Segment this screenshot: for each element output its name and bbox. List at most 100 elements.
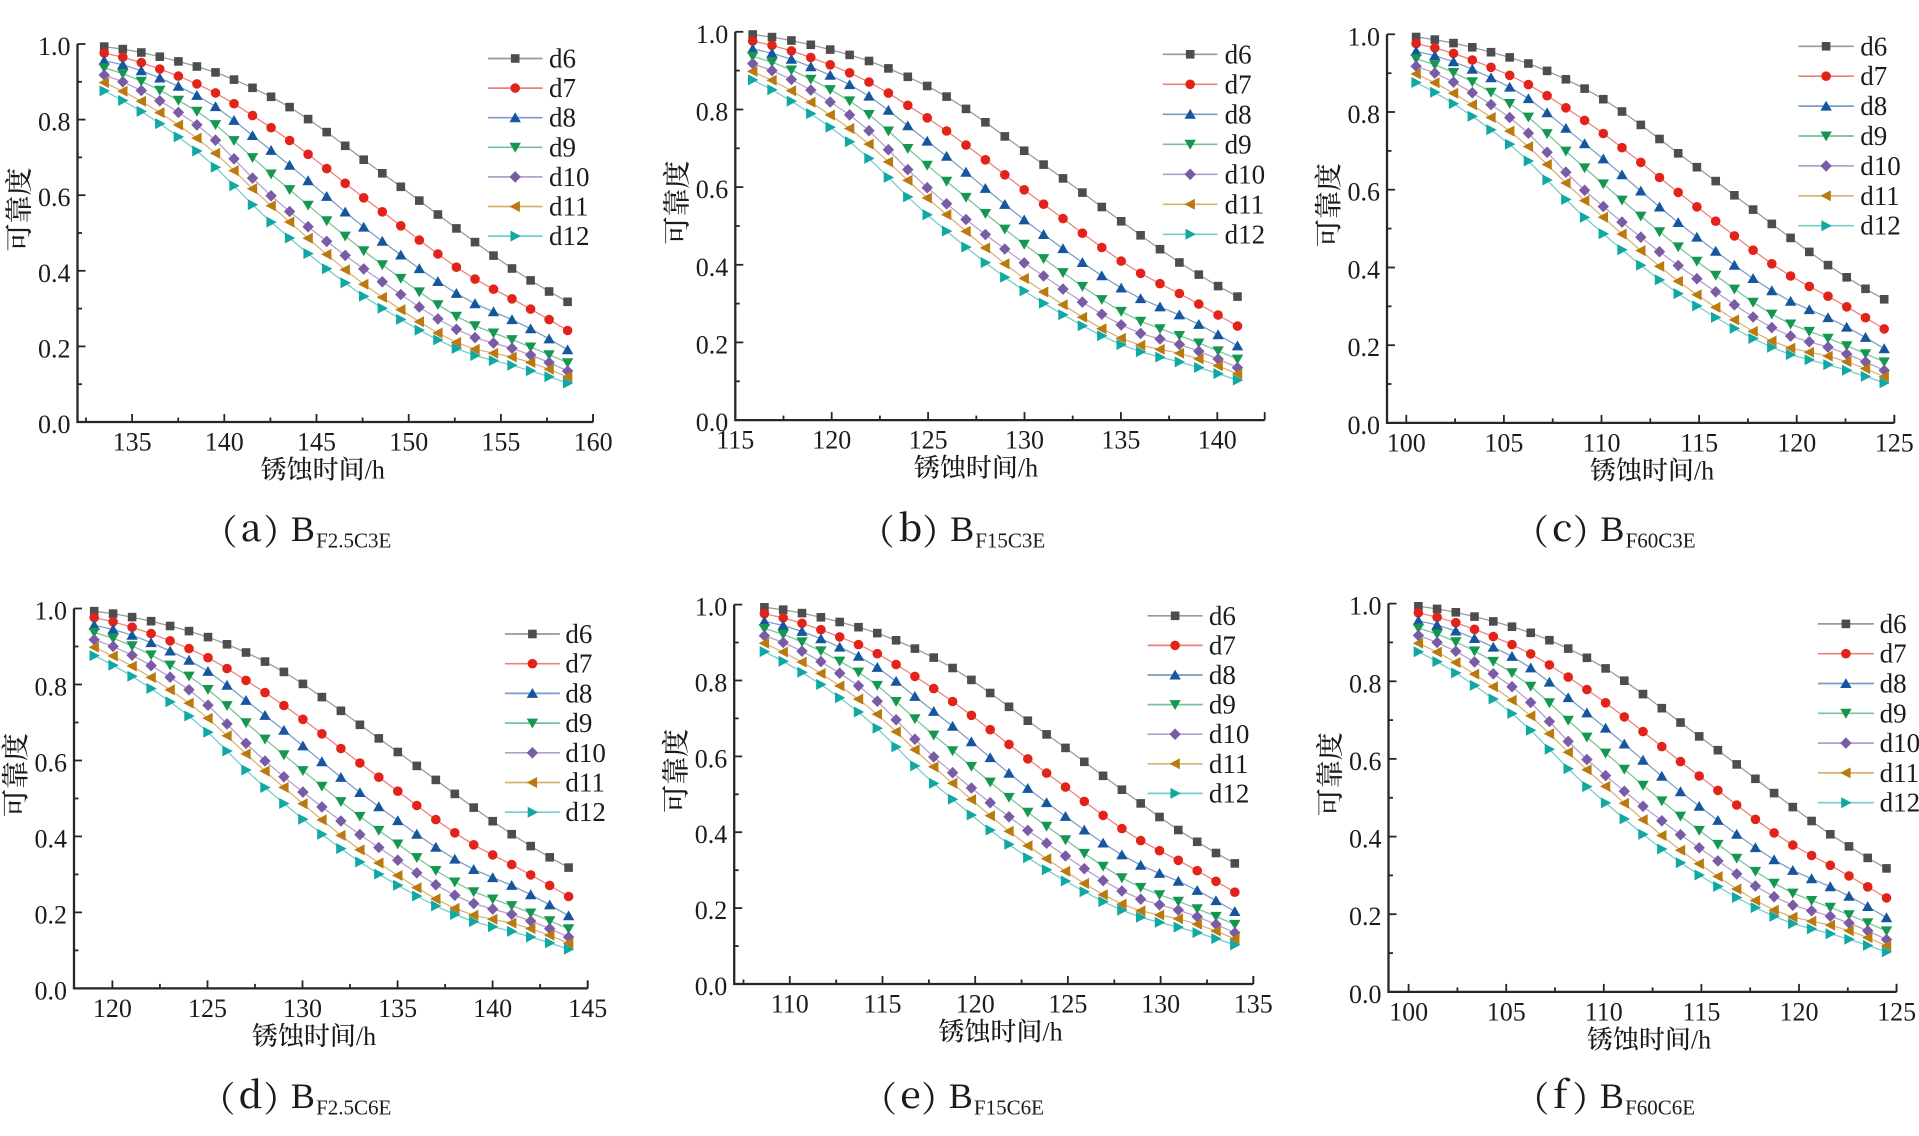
svg-text:0.2: 0.2 xyxy=(695,896,728,925)
svg-text:0.8: 0.8 xyxy=(695,669,728,698)
svg-text:d6: d6 xyxy=(549,44,576,74)
svg-text:115: 115 xyxy=(716,426,754,455)
svg-text:0.2: 0.2 xyxy=(1348,333,1381,362)
svg-text:0.0: 0.0 xyxy=(1349,980,1382,1009)
svg-text:F60C6E: F60C6E xyxy=(1625,1096,1695,1120)
svg-text:B: B xyxy=(291,1076,315,1116)
svg-text:0.6: 0.6 xyxy=(696,175,729,204)
svg-text:d11: d11 xyxy=(565,768,605,798)
svg-text:125: 125 xyxy=(188,994,227,1023)
svg-text:110: 110 xyxy=(1585,997,1623,1026)
svg-text:d12: d12 xyxy=(1225,219,1266,249)
svg-text:d9: d9 xyxy=(1225,129,1252,159)
svg-text:d6: d6 xyxy=(565,619,592,649)
svg-text:d7: d7 xyxy=(1225,69,1252,99)
svg-text:d11: d11 xyxy=(549,192,589,222)
svg-text:1.0: 1.0 xyxy=(1348,22,1381,51)
svg-text:130: 130 xyxy=(283,994,322,1023)
svg-text:145: 145 xyxy=(297,428,336,457)
svg-text:d9: d9 xyxy=(1880,698,1907,728)
svg-text:0.8: 0.8 xyxy=(1349,669,1382,698)
svg-text:135: 135 xyxy=(1101,426,1140,455)
svg-text:d11: d11 xyxy=(1880,758,1919,788)
svg-text:0.8: 0.8 xyxy=(38,108,71,137)
svg-text:0.2: 0.2 xyxy=(35,900,68,929)
svg-text:d10: d10 xyxy=(565,738,606,768)
svg-text:0.8: 0.8 xyxy=(1348,100,1381,129)
svg-text:125: 125 xyxy=(1048,990,1087,1019)
svg-text:115: 115 xyxy=(1680,428,1718,457)
svg-text:d12: d12 xyxy=(1880,788,1919,818)
svg-text:F15C6E: F15C6E xyxy=(974,1096,1044,1120)
svg-text:115: 115 xyxy=(1682,997,1720,1026)
svg-text:d8: d8 xyxy=(1225,99,1252,129)
svg-text:d8: d8 xyxy=(1860,91,1887,121)
svg-text:0.4: 0.4 xyxy=(38,259,71,288)
svg-text:B: B xyxy=(950,509,974,549)
svg-text:1.0: 1.0 xyxy=(35,597,68,626)
svg-text:d9: d9 xyxy=(1209,690,1236,720)
svg-text:d11: d11 xyxy=(1209,749,1249,779)
svg-text:d8: d8 xyxy=(1880,669,1907,699)
svg-text:d7: d7 xyxy=(1880,639,1907,669)
svg-text:d6: d6 xyxy=(1225,39,1252,69)
svg-text:160: 160 xyxy=(574,428,613,457)
svg-text:0.8: 0.8 xyxy=(35,673,68,702)
svg-text:140: 140 xyxy=(1198,426,1237,455)
svg-text:120: 120 xyxy=(93,994,132,1023)
svg-text:105: 105 xyxy=(1484,428,1523,457)
svg-text:100: 100 xyxy=(1387,428,1426,457)
svg-text:105: 105 xyxy=(1487,997,1526,1026)
svg-text:0.0: 0.0 xyxy=(1348,411,1381,440)
svg-text:d11: d11 xyxy=(1860,181,1900,211)
svg-text:F15C3E: F15C3E xyxy=(975,529,1045,553)
svg-text:d9: d9 xyxy=(549,132,576,162)
svg-text:120: 120 xyxy=(1780,997,1819,1026)
svg-text:110: 110 xyxy=(1582,428,1620,457)
svg-text:1.0: 1.0 xyxy=(695,593,728,622)
svg-text:125: 125 xyxy=(1875,428,1914,457)
svg-text:1.0: 1.0 xyxy=(1349,592,1382,621)
svg-text:/h: /h xyxy=(1042,1018,1062,1047)
svg-text:110: 110 xyxy=(771,990,809,1019)
svg-text:0.4: 0.4 xyxy=(695,820,728,849)
svg-text:0.0: 0.0 xyxy=(38,410,71,439)
svg-text:0.0: 0.0 xyxy=(695,972,728,1001)
svg-text:120: 120 xyxy=(956,990,995,1019)
svg-text:d8: d8 xyxy=(549,103,576,133)
svg-text:B: B xyxy=(949,1076,973,1116)
svg-text:125: 125 xyxy=(909,426,948,455)
svg-text:0.6: 0.6 xyxy=(1349,747,1382,776)
svg-text:B: B xyxy=(1600,509,1624,549)
svg-text:d6: d6 xyxy=(1209,601,1236,631)
svg-text:0.0: 0.0 xyxy=(696,408,729,437)
svg-text:0.8: 0.8 xyxy=(696,98,729,127)
svg-text:140: 140 xyxy=(205,428,244,457)
svg-text:d7: d7 xyxy=(1860,61,1887,91)
svg-text:0.4: 0.4 xyxy=(35,824,68,853)
svg-text:0.6: 0.6 xyxy=(38,183,71,212)
svg-text:0.4: 0.4 xyxy=(696,253,729,282)
svg-text:B: B xyxy=(1600,1076,1624,1116)
svg-text:/h: /h xyxy=(1694,456,1714,485)
svg-text:d10: d10 xyxy=(1860,151,1901,181)
svg-text:/h: /h xyxy=(1691,1025,1711,1054)
svg-text:140: 140 xyxy=(473,994,512,1023)
svg-text:1.0: 1.0 xyxy=(38,32,71,61)
svg-text:135: 135 xyxy=(1234,990,1273,1019)
svg-text:130: 130 xyxy=(1005,426,1044,455)
svg-text:155: 155 xyxy=(481,428,520,457)
svg-text:d6: d6 xyxy=(1860,31,1887,61)
svg-text:d7: d7 xyxy=(565,649,592,679)
svg-text:d10: d10 xyxy=(1209,719,1250,749)
svg-text:F2.5C3E: F2.5C3E xyxy=(316,529,391,553)
svg-text:d10: d10 xyxy=(1225,159,1266,189)
svg-text:0.6: 0.6 xyxy=(1348,178,1381,207)
svg-text:d9: d9 xyxy=(1860,121,1887,151)
svg-text:d12: d12 xyxy=(1209,778,1250,808)
svg-text:145: 145 xyxy=(568,994,607,1023)
svg-text:0.6: 0.6 xyxy=(695,744,728,773)
svg-text:d6: d6 xyxy=(1880,609,1907,639)
svg-text:/h: /h xyxy=(356,1022,376,1051)
svg-text:0.6: 0.6 xyxy=(35,749,68,778)
